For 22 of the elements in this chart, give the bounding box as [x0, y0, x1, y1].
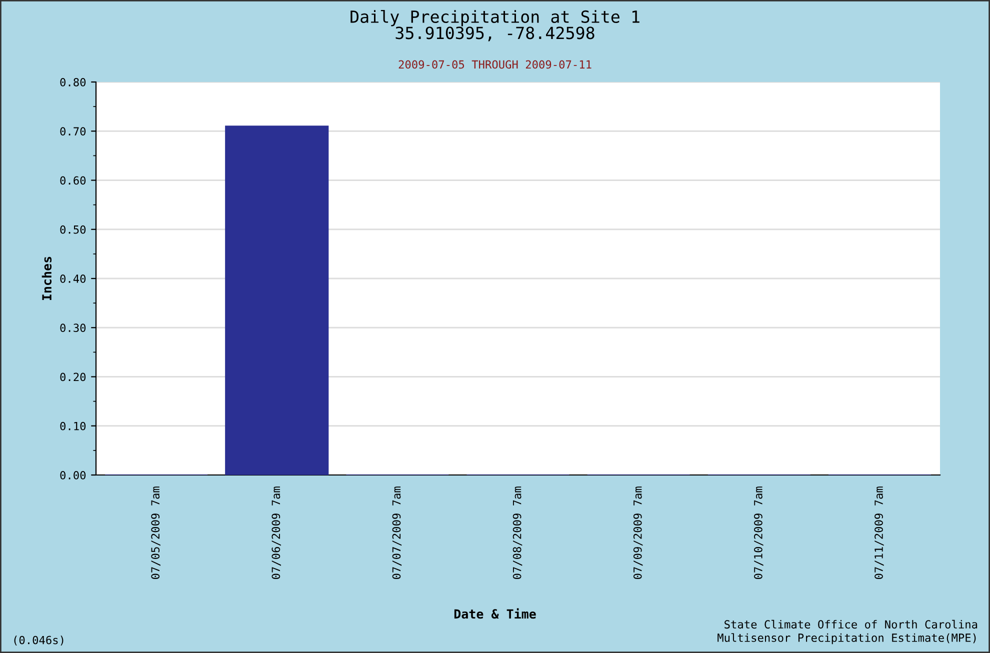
x-tick-label: 07/08/2009 7am	[512, 486, 522, 580]
y-tick-label: 0.50	[60, 225, 86, 234]
y-tick-label: 0.30	[60, 324, 86, 332]
y-tick-label: 0.80	[60, 78, 86, 86]
x-axis-title: Date & Time	[454, 608, 536, 619]
x-tick-label: 07/09/2009 7am	[633, 486, 643, 580]
x-tick-label: 07/11/2009 7am	[874, 486, 884, 580]
y-tick-label: 0.70	[60, 127, 86, 136]
y-tick-label: 0.40	[60, 274, 86, 283]
y-tick-label: 0.00	[60, 471, 86, 480]
y-axis-title: Inches	[42, 256, 52, 300]
text: (0.046s)	[14, 636, 64, 646]
x-tick-label: 07/07/2009 7am	[392, 486, 402, 580]
x-tick-label: 07/05/2009 7am	[151, 486, 160, 580]
y-tick-label: 0.60	[60, 176, 86, 185]
x-tick-label: 07/10/2009 7am	[754, 486, 764, 580]
y-tick-label: 0.20	[60, 372, 86, 382]
y-tick-label: 0.10	[60, 422, 86, 430]
x-tick-label: 07/06/2009 7am	[272, 486, 281, 580]
text: State Climate Office of North Carolina Multisensor Precipitation Estimate(MPE)	[718, 620, 978, 644]
chart-title: Daily Precipitation at Site 1 35.910395, -78.42598	[350, 10, 640, 42]
chart-subtitle: 2009-07-05 THROUGH 2009-07-11	[398, 60, 592, 69]
